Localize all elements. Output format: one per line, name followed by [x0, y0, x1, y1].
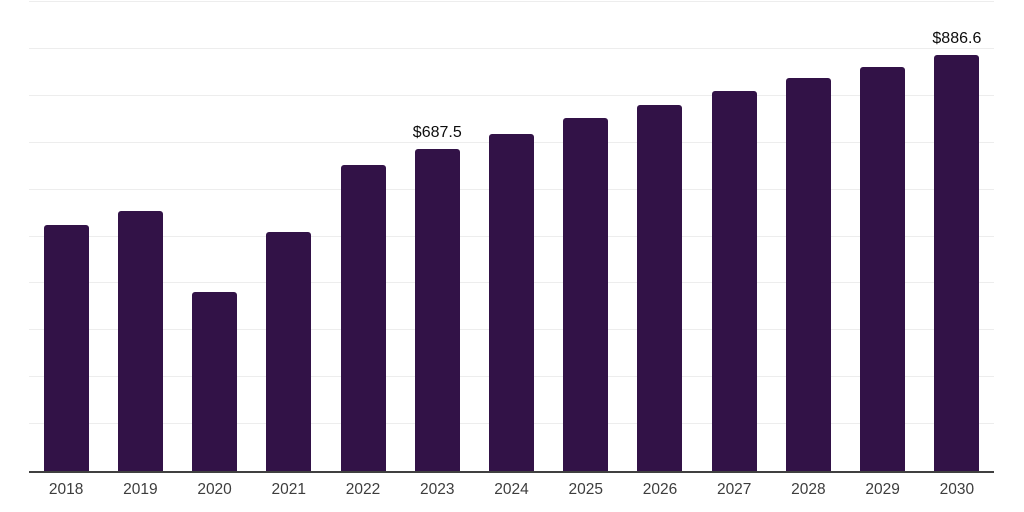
- x-tick-label-2022: 2022: [345, 481, 381, 498]
- gridline-1000: [29, 1, 994, 2]
- bar-2026[interactable]: [637, 105, 683, 471]
- x-tick-label-2028: 2028: [791, 481, 826, 498]
- x-tick-label-2026: 2026: [642, 481, 678, 498]
- plot-area: $687.5 $886.6: [29, 0, 994, 473]
- bar-2023[interactable]: [414, 148, 460, 471]
- x-tick-label-2029: 2029: [865, 481, 900, 498]
- x-tick-label-2019: 2019: [123, 481, 158, 498]
- x-tick-label-2020: 2020: [197, 481, 232, 498]
- x-tick-label-2027: 2027: [716, 481, 752, 498]
- bar-2018[interactable]: [43, 225, 89, 471]
- x-tick-label-2018: 2018: [48, 481, 84, 498]
- bar-2019[interactable]: [117, 211, 163, 471]
- gridline-900: [29, 47, 994, 49]
- x-tick-label-2021: 2021: [271, 481, 307, 498]
- bar-value-label-2030: $886.6: [932, 30, 982, 48]
- bar-2022[interactable]: [340, 164, 386, 471]
- bar-2030[interactable]: [934, 55, 980, 471]
- x-tick-label-2024: 2024: [494, 481, 529, 498]
- bar-2028[interactable]: [785, 78, 831, 471]
- x-tick-label-2030: 2030: [939, 481, 975, 498]
- bar-2024[interactable]: [489, 133, 534, 471]
- gridline-800: [29, 94, 994, 96]
- bar-2020[interactable]: [192, 291, 238, 471]
- x-axis-line: [29, 471, 994, 473]
- bar-2027[interactable]: [711, 91, 757, 471]
- bar-2029[interactable]: [860, 66, 906, 471]
- x-tick-label-2025: 2025: [568, 481, 603, 498]
- bar-2025[interactable]: [563, 117, 609, 471]
- bar-2021[interactable]: [266, 232, 312, 471]
- bar-value-label-2023: $687.5: [412, 123, 462, 141]
- x-tick-label-2023: 2023: [420, 481, 455, 498]
